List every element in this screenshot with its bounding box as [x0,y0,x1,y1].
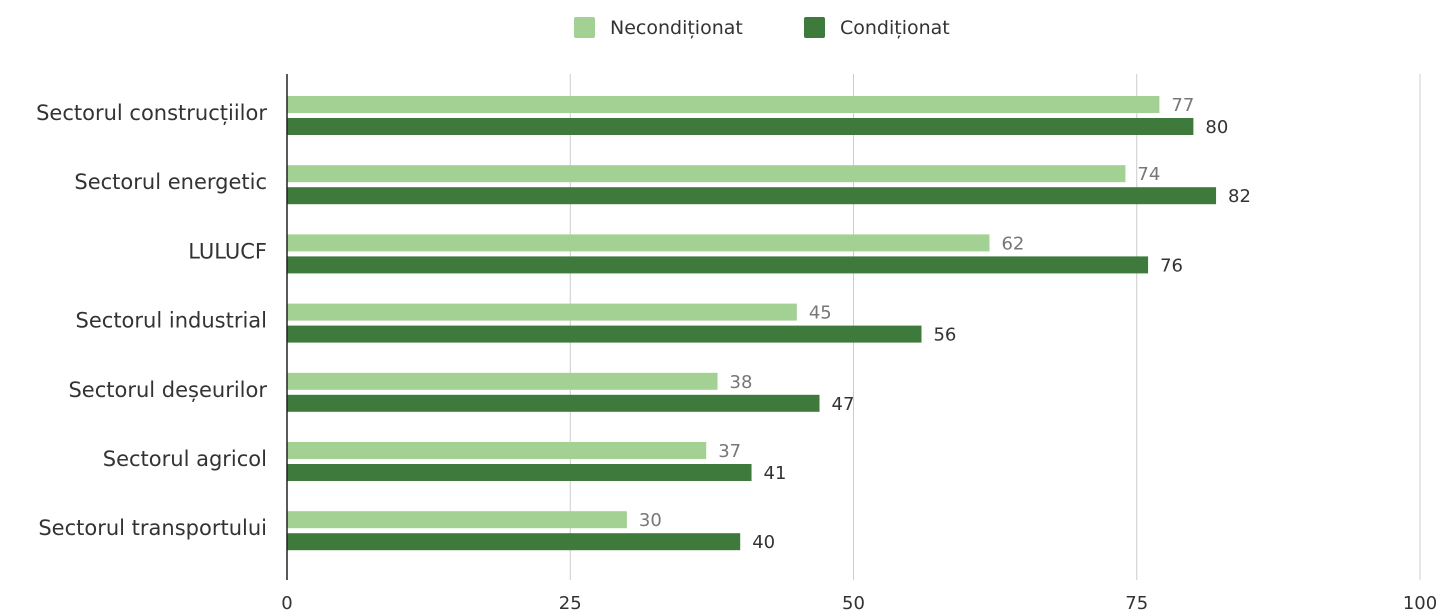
bar [287,165,1126,183]
bar [287,256,1149,274]
data-label: 80 [1205,117,1228,138]
bar [287,511,627,529]
data-label: 56 [933,325,956,346]
data-label: 77 [1171,95,1194,116]
legend-swatch [574,17,595,38]
legend-label: Necondiționat [610,17,743,39]
bar [287,533,741,551]
x-tick-label: 25 [559,593,582,612]
category-label: Sectorul energetic [74,170,267,194]
category-label: Sectorul industrial [76,309,267,333]
category-label: LULUCF [188,239,267,263]
data-label: 82 [1228,186,1251,207]
x-tick-label: 75 [1125,593,1148,612]
data-label: 38 [730,372,753,393]
x-tick-label: 100 [1403,593,1437,612]
data-label: 62 [1001,233,1024,254]
data-label: 76 [1160,255,1183,276]
data-label: 41 [764,463,787,484]
bar [287,118,1194,135]
data-label: 47 [832,394,855,415]
legend: Necondiționat Condiționat [574,17,950,39]
bars: 77 80 74 82 62 76 45 56 38 47 37 41 30 40 [287,95,1251,553]
legend-label: Condiționat [840,17,950,39]
bar [287,325,922,343]
category-label: Sectorul agricol [103,447,267,471]
bar [287,234,990,252]
category-label: Sectorul construcțiilor [36,101,267,125]
bar [287,464,752,481]
bar [287,187,1217,205]
x-tick-label: 50 [842,593,865,612]
data-label: 40 [752,532,775,553]
x-tick-label: 0 [281,593,292,612]
category-label: Sectorul deșeurilor [68,378,267,402]
data-label: 37 [718,441,741,462]
x-axis-ticks: 0 25 50 75 100 [281,593,1437,612]
data-label: 74 [1137,164,1160,185]
data-label: 30 [639,510,662,531]
data-label: 45 [809,303,832,324]
bar [287,394,820,412]
legend-swatch [804,17,825,38]
category-labels: Sectorul construcțiilor Sectorul energeti… [36,101,267,540]
category-label: Sectorul transportului [38,516,267,540]
bar [287,442,707,459]
bar [287,303,797,321]
bar [287,372,718,390]
bar [287,96,1160,113]
